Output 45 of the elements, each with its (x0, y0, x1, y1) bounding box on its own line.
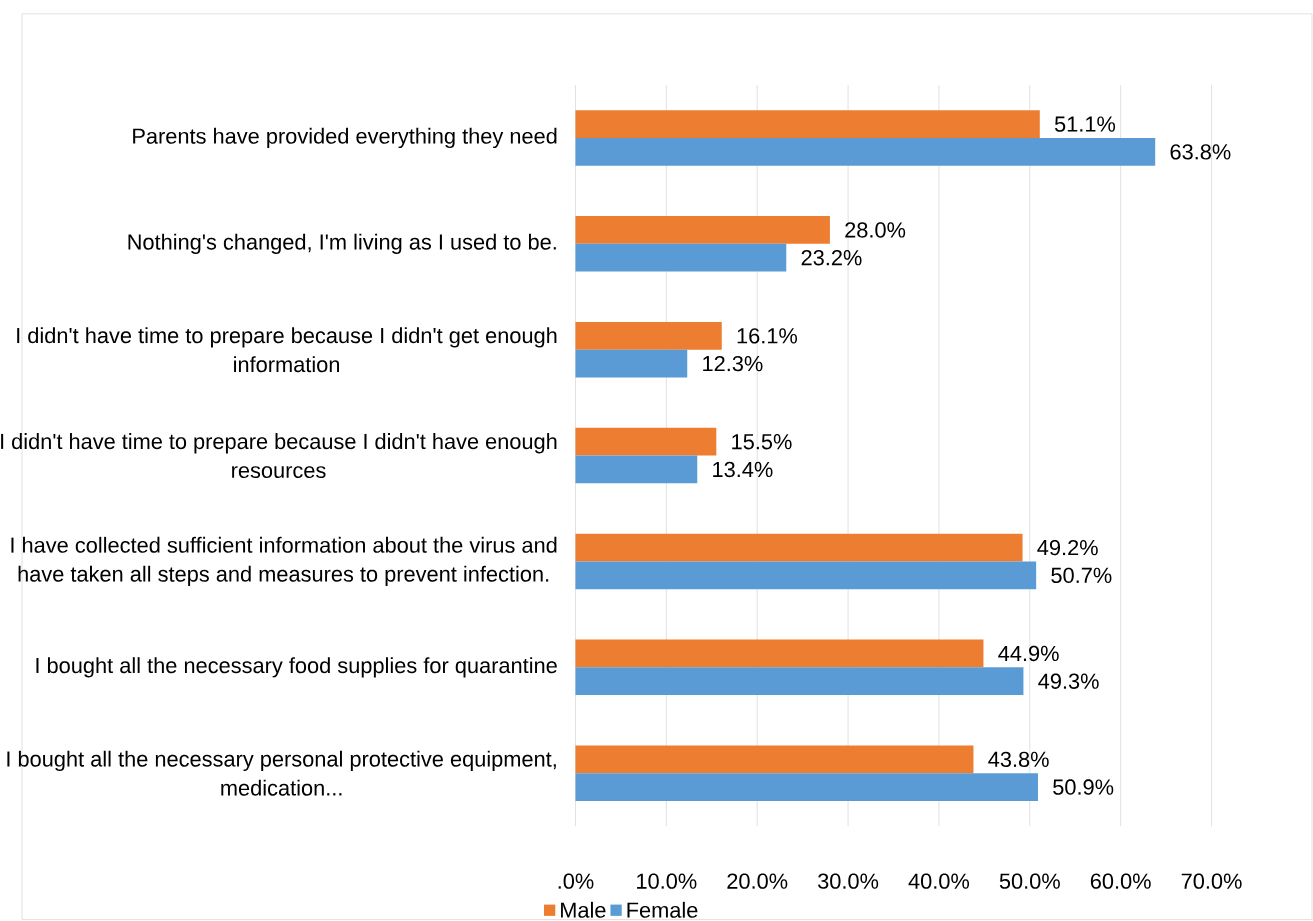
bar (575, 349, 688, 378)
bar (575, 745, 974, 773)
y-tick-label: I bought all the necessary food supplies for quarantine (36, 656, 557, 678)
data-label: 16.1% (737, 327, 798, 344)
bar (575, 561, 1037, 589)
y-tick-label: I have collected sufficient information about the virus and have taken all steps and measures to prevent infection. (11, 536, 557, 586)
x-tick-label: 40.0% (908, 873, 970, 889)
y-tick-label: Nothing's changed, I'm living as I used to be. (128, 233, 556, 254)
bar (575, 321, 722, 350)
x-tick-label: 10.0% (637, 873, 697, 889)
legend-label: Female (627, 901, 698, 918)
data-label: 49.3% (1038, 673, 1099, 689)
x-tick-label: 70.0% (1181, 873, 1242, 889)
bar (575, 667, 1024, 695)
data-label: 15.5% (732, 433, 792, 450)
data-label: 51.1% (1054, 116, 1116, 132)
data-label: 50.9% (1053, 779, 1114, 795)
x-tick-label: 60.0% (1090, 873, 1151, 889)
data-label: 43.8% (988, 751, 1049, 767)
data-label: 63.8% (1170, 143, 1231, 160)
y-tick-label: Parents have provided everything they need (133, 127, 557, 148)
bar (575, 639, 984, 668)
y-tick-label: I bought all the necessary personal protective equipment, medication... (7, 750, 556, 796)
data-label: 28.0% (845, 222, 906, 238)
x-tick-label: .0% (558, 873, 594, 889)
bar (575, 243, 787, 272)
data-label: 44.9% (998, 645, 1059, 661)
data-label: 50.7% (1051, 567, 1112, 583)
data-label: 13.4% (713, 461, 773, 477)
legend-label: Male (561, 901, 606, 918)
data-label: 49.2% (1037, 539, 1098, 556)
bar (575, 215, 830, 244)
bar (575, 455, 698, 484)
data-label: 12.3% (703, 355, 763, 372)
bar (575, 137, 1156, 166)
bar (575, 772, 1038, 801)
x-tick-label: 20.0% (727, 873, 788, 889)
bar (575, 533, 1023, 562)
y-tick-label: I didn't have time to prepare because I didn't have enough resources (1, 432, 557, 478)
data-label: 23.2% (801, 249, 862, 266)
x-tick-label: 30.0% (818, 873, 879, 889)
bar (575, 110, 1040, 138)
bar (575, 427, 717, 456)
y-tick-label: I didn't have time to prepare because I didn't get enough information (17, 327, 557, 372)
x-tick-label: 50.0% (999, 873, 1060, 889)
